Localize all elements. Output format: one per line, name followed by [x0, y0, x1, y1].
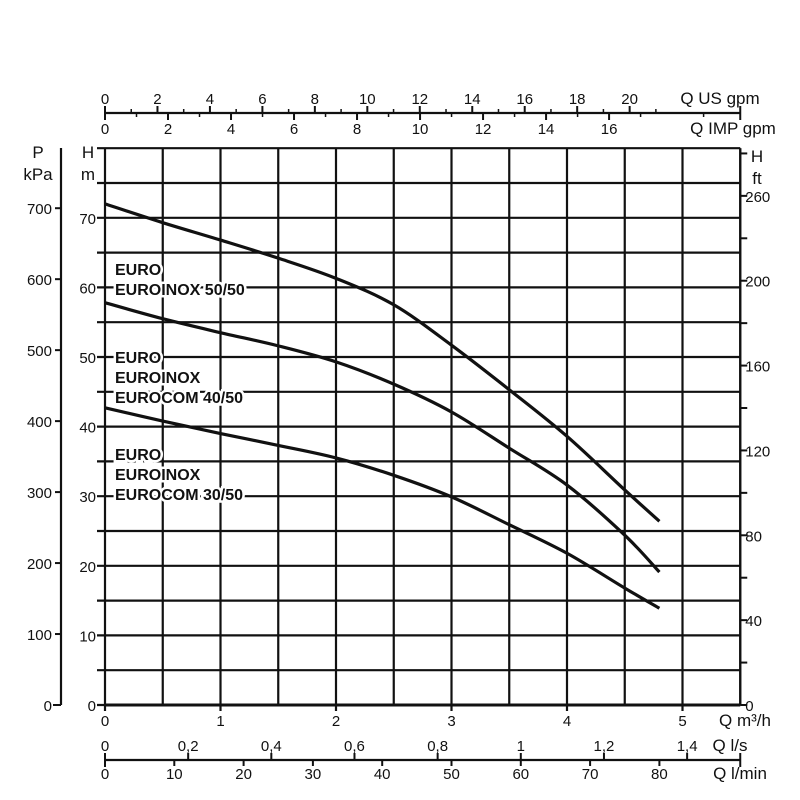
h-axis-label: H [82, 143, 94, 162]
m3h-tick-label: 1 [216, 713, 224, 730]
pump-curve-3 [104, 406, 661, 610]
us-gpm-tick-label: 0 [101, 91, 109, 108]
h-tick-label: 70 [79, 211, 96, 228]
kpa-tick-label: 300 [27, 485, 52, 502]
us-gpm-tick-label: 8 [311, 91, 319, 108]
curve-label: EUROINOX [115, 370, 201, 387]
lmin-tick-label: 10 [166, 766, 183, 783]
ls-tick-label: 1,4 [677, 738, 698, 755]
ls-tick-label: 0,4 [261, 738, 282, 755]
us-gpm-tick-label: 4 [206, 91, 214, 108]
lmin-tick-label: 50 [443, 766, 460, 783]
curves [104, 202, 661, 610]
pump-curve-2 [104, 301, 661, 574]
lmin-tick-label: 40 [374, 766, 391, 783]
curve-label: EUROCOM 40/50 [115, 390, 243, 407]
us-gpm-tick-label: 16 [516, 91, 533, 108]
us-gpm-tick-label: 10 [359, 91, 376, 108]
ls-tick-label: 0,6 [344, 738, 365, 755]
ls-tick-label: 1,2 [594, 738, 615, 755]
ft-tick-label: 200 [745, 274, 770, 291]
ft-axis-label: H [751, 147, 763, 166]
imp-gpm-tick-label: 2 [164, 121, 172, 138]
lmin-tick-label: 20 [235, 766, 252, 783]
pump-curve-1 [104, 202, 661, 523]
m3h-axis-label: Q m³/h [719, 711, 771, 730]
lmin-tick-label: 80 [651, 766, 668, 783]
kpa-tick-label: 600 [27, 272, 52, 289]
curve-labels: EURO EUROINOX 50/50 EURO EUROINOX EUROCOM 40… [113, 260, 248, 507]
ft-axis-unit: ft [752, 169, 762, 188]
us-gpm-tick-label: 20 [621, 91, 638, 108]
ft-tick-label: 160 [745, 359, 770, 376]
kpa-axis-unit: kPa [23, 165, 53, 184]
h-tick-label: 20 [79, 559, 96, 576]
m3h-tick-label: 0 [101, 713, 109, 730]
kpa-tick-label: 100 [27, 627, 52, 644]
lmin-tick-label: 70 [582, 766, 599, 783]
kpa-axis-label: P [32, 143, 43, 162]
us-gpm-axis-label: Q US gpm [680, 89, 759, 108]
ls-tick-label: 1 [517, 738, 525, 755]
h-tick-label: 40 [79, 420, 96, 437]
m3h-tick-label: 5 [678, 713, 686, 730]
ft-tick-label: 40 [745, 613, 762, 630]
ft-tick-label: 260 [745, 189, 770, 206]
kpa-tick-label: 200 [27, 556, 52, 573]
imp-gpm-axis-label: Q IMP gpm [690, 119, 776, 138]
h-tick-label: 10 [79, 628, 96, 645]
imp-gpm-tick-label: 4 [227, 121, 235, 138]
m3h-tick-label: 4 [563, 713, 571, 730]
h-tick-label: 30 [79, 489, 96, 506]
m3h-tick-label: 2 [332, 713, 340, 730]
imp-gpm-tick-label: 16 [601, 121, 618, 138]
ft-tick-label: 120 [745, 443, 770, 460]
curve-label: EUROCOM 30/50 [115, 487, 243, 504]
kpa-tick-label: 500 [27, 343, 52, 360]
lmin-tick-label: 30 [305, 766, 322, 783]
imp-gpm-tick-label: 0 [101, 121, 109, 138]
us-gpm-tick-label: 2 [153, 91, 161, 108]
h-axis-unit: m [81, 165, 95, 184]
us-gpm-tick-label: 6 [258, 91, 266, 108]
us-gpm-tick-label: 14 [464, 91, 481, 108]
curve-label: EUROINOX 50/50 [115, 282, 245, 299]
lmin-tick-label: 0 [101, 766, 109, 783]
imp-gpm-tick-label: 10 [412, 121, 429, 138]
us-gpm-tick-label: 18 [569, 91, 586, 108]
h-tick-label: 50 [79, 350, 96, 367]
imp-gpm-tick-label: 8 [353, 121, 361, 138]
imp-gpm-tick-label: 14 [538, 121, 555, 138]
kpa-tick-label: 400 [27, 414, 52, 431]
m3h-tick-label: 3 [447, 713, 455, 730]
us-gpm-tick-label: 12 [411, 91, 428, 108]
curve-label: EUROINOX [115, 467, 201, 484]
imp-gpm-tick-label: 12 [475, 121, 492, 138]
h-tick-label: 0 [88, 698, 96, 715]
ft-tick-label: 80 [745, 528, 762, 545]
lmin-axis-label: Q l/min [713, 764, 767, 783]
h-tick-label: 60 [79, 280, 96, 297]
ls-tick-label: 0 [101, 738, 109, 755]
ls-tick-label: 0,8 [427, 738, 448, 755]
lmin-tick-label: 60 [512, 766, 529, 783]
curve-label: EURO [115, 262, 161, 279]
ls-axis-label: Q l/s [713, 736, 748, 755]
imp-gpm-tick-label: 6 [290, 121, 298, 138]
kpa-tick-label: 700 [27, 201, 52, 218]
ft-tick-label: 0 [745, 698, 753, 715]
kpa-tick-label: 0 [44, 698, 52, 715]
curve-label: EURO [115, 447, 161, 464]
ls-tick-label: 0,2 [178, 738, 199, 755]
curve-label: EURO [115, 350, 161, 367]
